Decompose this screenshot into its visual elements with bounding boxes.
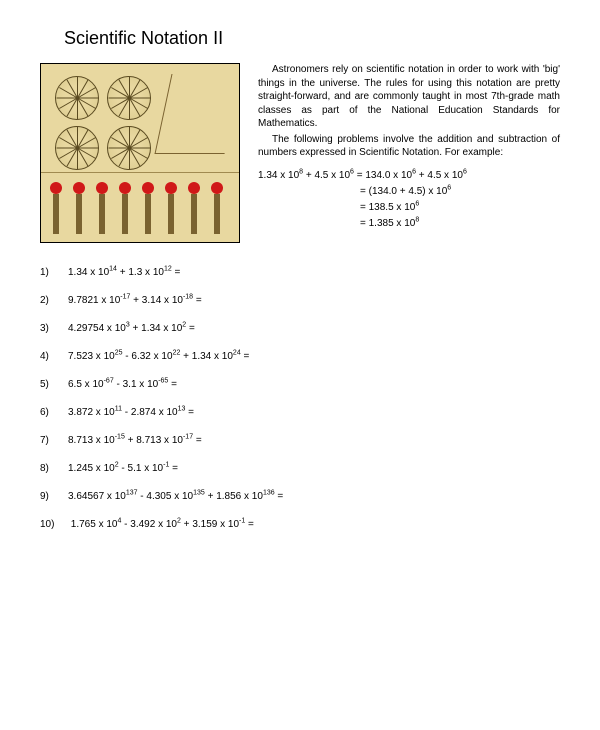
person-icon xyxy=(118,188,132,238)
problem-number: 3) xyxy=(40,323,64,334)
page-title: Scientific Notation II xyxy=(64,28,560,49)
problem-number: 9) xyxy=(40,491,64,502)
problem-row: 10) 1.765 x 104 - 3.492 x 102 + 3.159 x … xyxy=(40,519,560,530)
person-icon xyxy=(95,188,109,238)
problem-expression: 4.29754 x 103 + 1.34 x 102 = xyxy=(68,323,195,334)
intro-paragraph-2: The following problems involve the addit… xyxy=(258,133,560,160)
wheel-icon xyxy=(55,76,99,120)
problem-row: 2) 9.7821 x 10-17 + 3.14 x 10-18 = xyxy=(40,295,560,306)
wheel-icon xyxy=(107,126,151,170)
problem-expression: 6.5 x 10-67 - 3.1 x 10-65 = xyxy=(68,379,177,390)
wheel-icon xyxy=(107,76,151,120)
problem-number: 5) xyxy=(40,379,64,390)
illustration xyxy=(40,63,240,243)
problem-row: 4) 7.523 x 1025 - 6.32 x 1022 + 1.34 x 10… xyxy=(40,351,560,362)
problem-list: 1) 1.34 x 1014 + 1.3 x 1012 = 2) 9.7821 x 1… xyxy=(40,267,560,530)
problem-row: 6) 3.872 x 1011 - 2.874 x 1013 = xyxy=(40,407,560,418)
person-icon xyxy=(141,188,155,238)
problem-number: 8) xyxy=(40,463,64,474)
intro-text: Astronomers rely on scientific notation … xyxy=(258,63,560,243)
illustration-figures-row xyxy=(41,172,239,242)
person-icon xyxy=(210,188,224,238)
problem-expression: 8.713 x 10-15 + 8.713 x 10-17 = xyxy=(68,435,202,446)
example-line-1: 1.34 x 108 + 4.5 x 106 = 134.0 x 106 + 4… xyxy=(258,168,560,184)
problem-expression: 3.64567 x 10137 - 4.305 x 10135 + 1.856 … xyxy=(68,491,283,502)
problem-expression: 3.872 x 1011 - 2.874 x 1013 = xyxy=(68,407,194,418)
problem-row: 9) 3.64567 x 10137 - 4.305 x 10135 + 1.85… xyxy=(40,491,560,502)
problem-number: 7) xyxy=(40,435,64,446)
problem-row: 7) 8.713 x 10-15 + 8.713 x 10-17 = xyxy=(40,435,560,446)
problem-expression: 7.523 x 1025 - 6.32 x 1022 + 1.34 x 1024… xyxy=(68,351,249,362)
worked-example: 1.34 x 108 + 4.5 x 106 = 134.0 x 106 + 4… xyxy=(258,168,560,232)
person-icon xyxy=(187,188,201,238)
problem-number: 10) xyxy=(40,519,64,530)
person-icon xyxy=(49,188,63,238)
problem-row: 8) 1.245 x 102 - 5.1 x 10-1 = xyxy=(40,463,560,474)
person-icon xyxy=(164,188,178,238)
problem-number: 2) xyxy=(40,295,64,306)
example-line-2: = (134.0 + 4.5) x 106 xyxy=(360,184,560,200)
top-section: Astronomers rely on scientific notation … xyxy=(40,63,560,243)
wheel-icon xyxy=(55,126,99,170)
problem-expression: 1.245 x 102 - 5.1 x 10-1 = xyxy=(68,463,178,474)
problem-expression: 9.7821 x 10-17 + 3.14 x 10-18 = xyxy=(68,295,202,306)
problem-row: 3) 4.29754 x 103 + 1.34 x 102 = xyxy=(40,323,560,334)
problem-expression: 1.765 x 104 - 3.492 x 102 + 3.159 x 10-1… xyxy=(68,519,254,530)
example-line-3: = 138.5 x 106 xyxy=(360,200,560,216)
problem-number: 4) xyxy=(40,351,64,362)
problem-number: 1) xyxy=(40,267,64,278)
problem-number: 6) xyxy=(40,407,64,418)
example-line-4: = 1.385 x 108 xyxy=(360,216,560,232)
person-icon xyxy=(72,188,86,238)
intro-paragraph-1: Astronomers rely on scientific notation … xyxy=(258,63,560,131)
problem-expression: 1.34 x 1014 + 1.3 x 1012 = xyxy=(68,267,180,278)
problem-row: 5) 6.5 x 10-67 - 3.1 x 10-65 = xyxy=(40,379,560,390)
problem-row: 1) 1.34 x 1014 + 1.3 x 1012 = xyxy=(40,267,560,278)
